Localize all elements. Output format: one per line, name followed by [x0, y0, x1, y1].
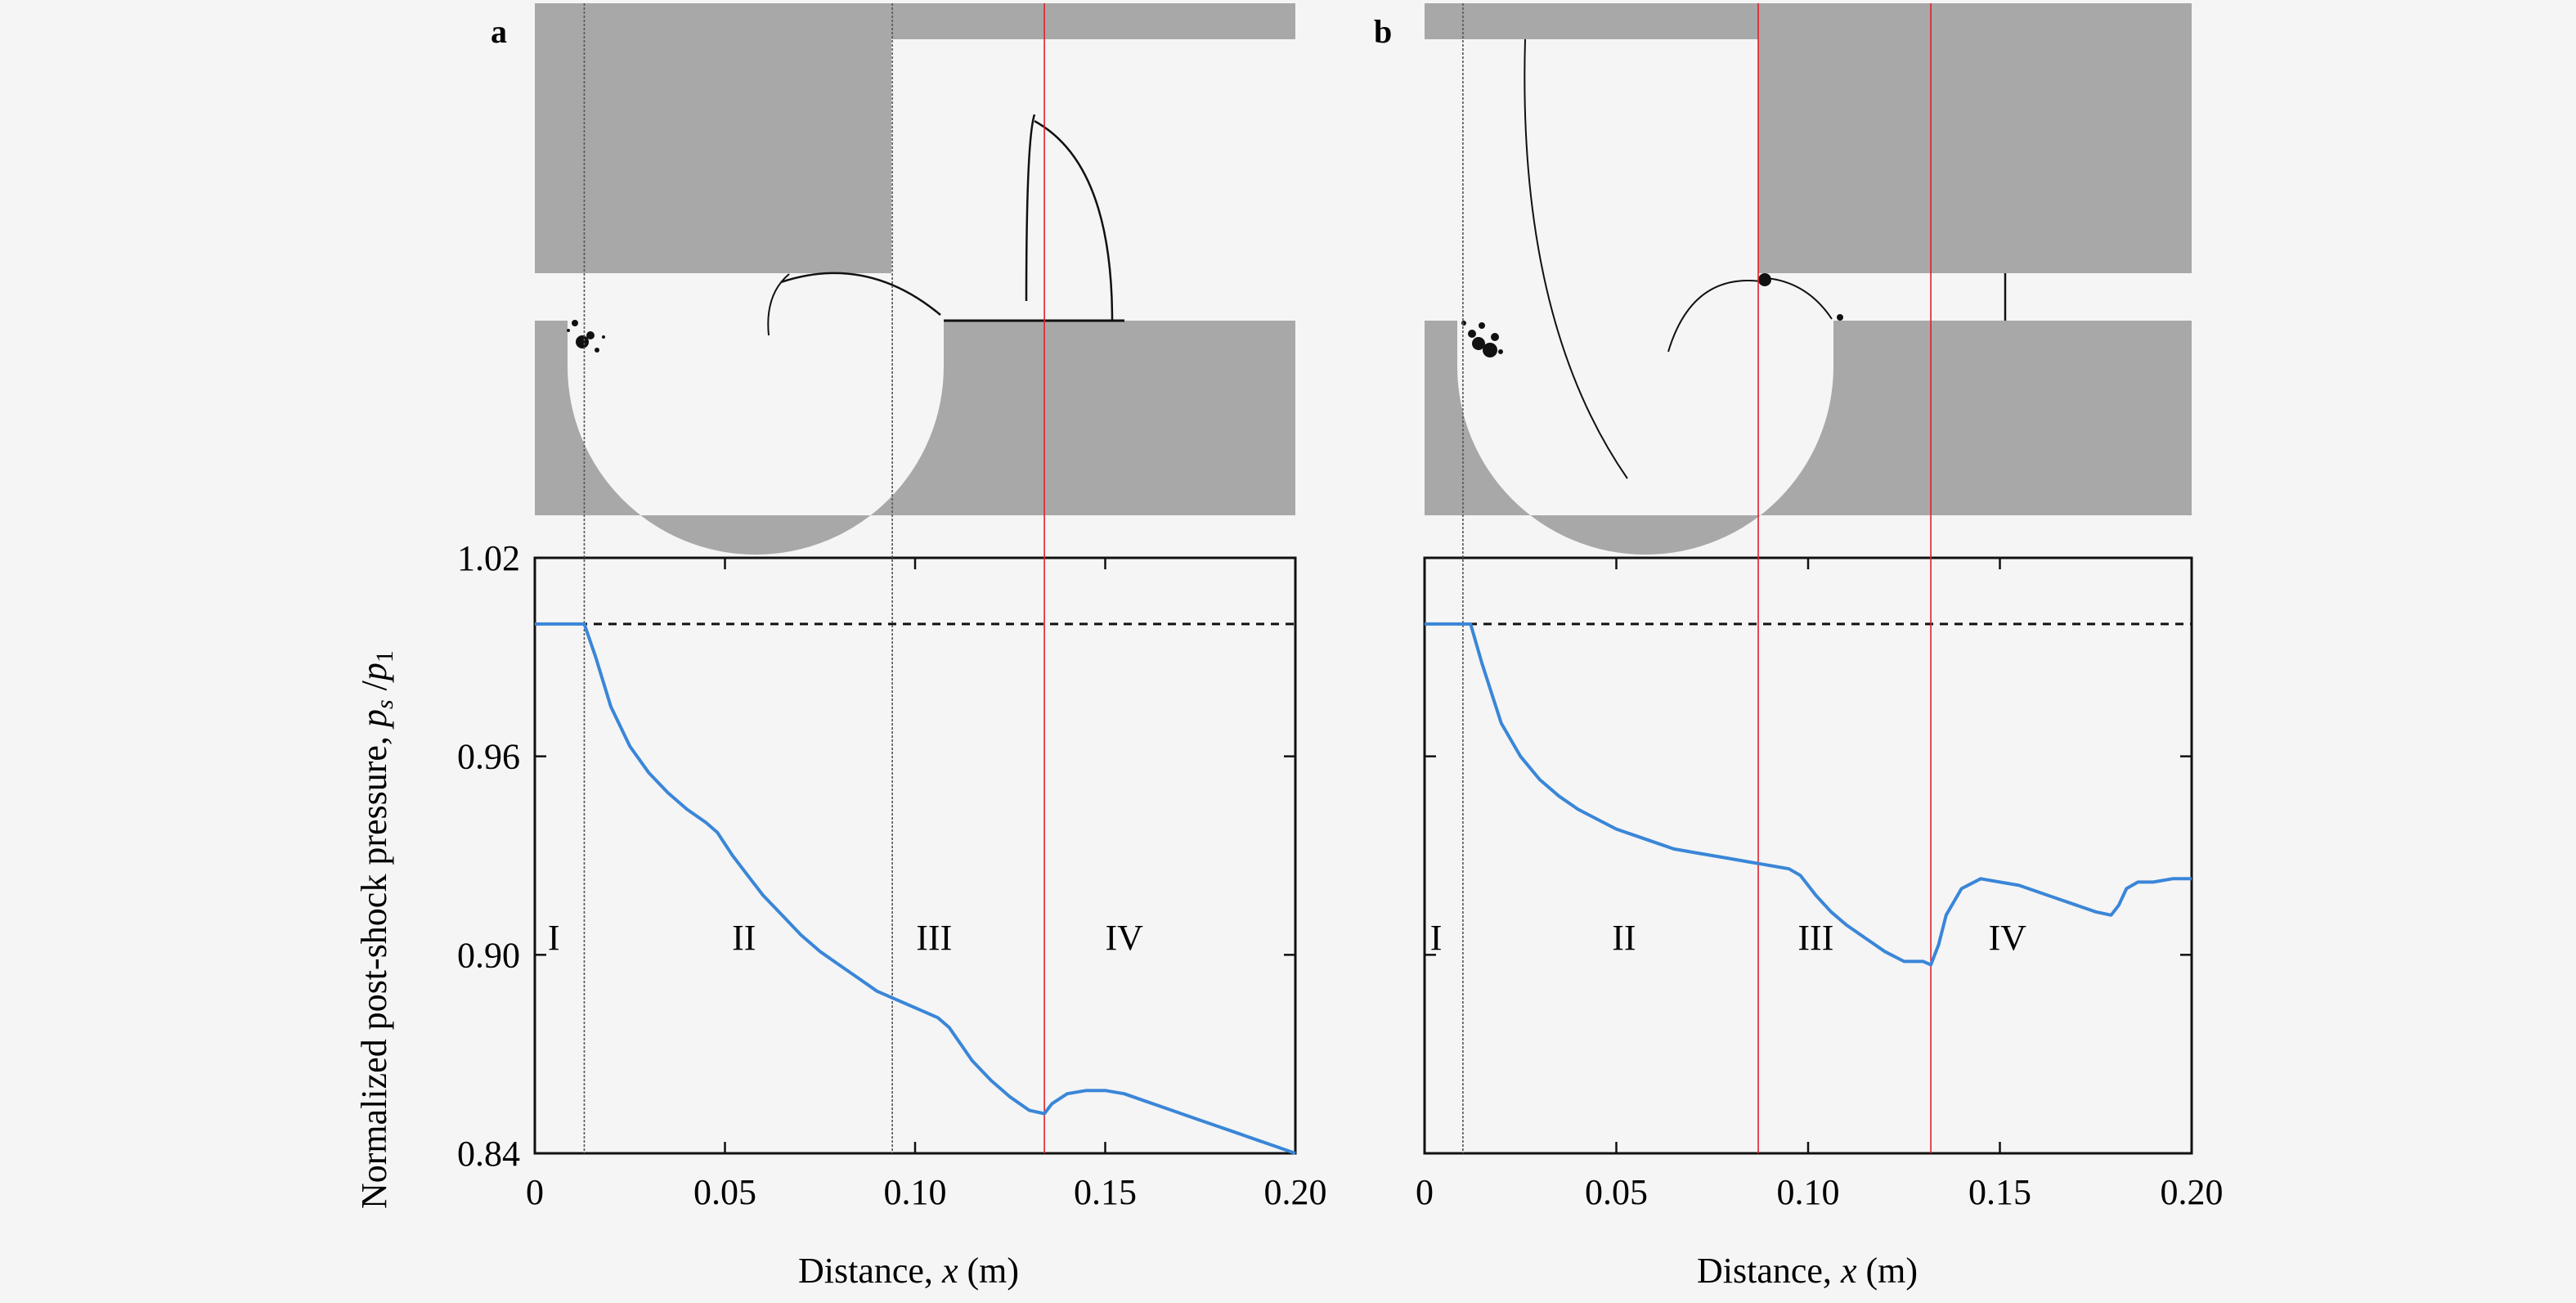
panel-b-plot: 0 0.05 0.10 0.15 0.20I II III IV: [1416, 3, 2224, 1212]
panel-a-reflected-shock: [1025, 114, 1036, 302]
x-axis-title-b: Distance, x (m): [1697, 1251, 1918, 1291]
panel-a-y-tick-label: 1.02: [457, 538, 520, 578]
panel-b-schematic: b: [1374, 3, 2192, 555]
panel-a-label: a: [491, 13, 507, 50]
panel-a-region-label: II: [732, 918, 756, 958]
x-axis-title-a: Distance, x (m): [798, 1251, 1019, 1291]
panel-a-x-tick-label: 0.05: [693, 1172, 756, 1212]
panel-b-x-tick-label: 0.15: [1968, 1172, 2031, 1212]
panel-a-region-label: IV: [1106, 918, 1144, 958]
panel-b-plot-frame: [1423, 556, 2193, 1155]
panel-b-lower-wall: [1425, 321, 2192, 555]
panel-b-vortex: [1667, 280, 1767, 353]
panel-a-lower-wall: [535, 321, 1295, 555]
panel-b-x-tick-label: 0: [1416, 1172, 1434, 1212]
panel-b-region-label: I: [1430, 918, 1443, 958]
panel-b-x-tick-label: 0.05: [1585, 1172, 1648, 1212]
panel-a-x-tick-label: 0.10: [884, 1172, 947, 1212]
panel-b-x-tick-label: 0.20: [2161, 1172, 2224, 1212]
panel-b-region-label: II: [1612, 918, 1636, 958]
panel-a-x-tick-label: 0: [526, 1172, 544, 1212]
panel-a-y-tick-label: 0.90: [457, 935, 520, 975]
panel-a-pressure-series: [535, 622, 1296, 1155]
panel-a-region-label: I: [548, 918, 560, 958]
panel-b-label: b: [1374, 13, 1392, 50]
panel-b-upper-wall: [1425, 3, 2192, 273]
panel-a-diffracted-shock: [780, 272, 941, 316]
panel-a-x-tick-label: 0.15: [1074, 1172, 1137, 1212]
y-axis-title: Normalized post-shock pressure, ps /p1: [354, 650, 398, 1209]
panel-a-y-tick-label: 0.96: [457, 737, 520, 777]
panel-b-region-label: IV: [1989, 918, 2027, 958]
panel-a-x-tick-label: 0.20: [1264, 1172, 1327, 1212]
panel-a-upper-wall: [535, 3, 1295, 273]
panel-a-vortex: [767, 273, 790, 336]
panel-b-region-label: III: [1797, 918, 1833, 958]
panel-b-particles: [1461, 273, 1843, 357]
panel-a-plot-frame: [533, 556, 1297, 1155]
panel-a-particles: [567, 320, 605, 353]
panel-b-x-tick-label: 0.10: [1777, 1172, 1840, 1212]
panel-a-schematic: a: [491, 3, 1295, 555]
panel-b-pressure-series: [1425, 622, 2192, 967]
panel-a-region-label: III: [916, 918, 952, 958]
panel-a-shock-front: [1034, 119, 1114, 321]
panel-b-diffracted-shock: [1766, 277, 1833, 320]
panel-a-y-tick-label: 0.84: [457, 1134, 520, 1174]
panel-a-plot: 0 0.05 0.10 0.15 0.200.840.900.961.02I II III I…: [457, 3, 1327, 1212]
panel-b-reflected-shock: [1524, 38, 1628, 479]
